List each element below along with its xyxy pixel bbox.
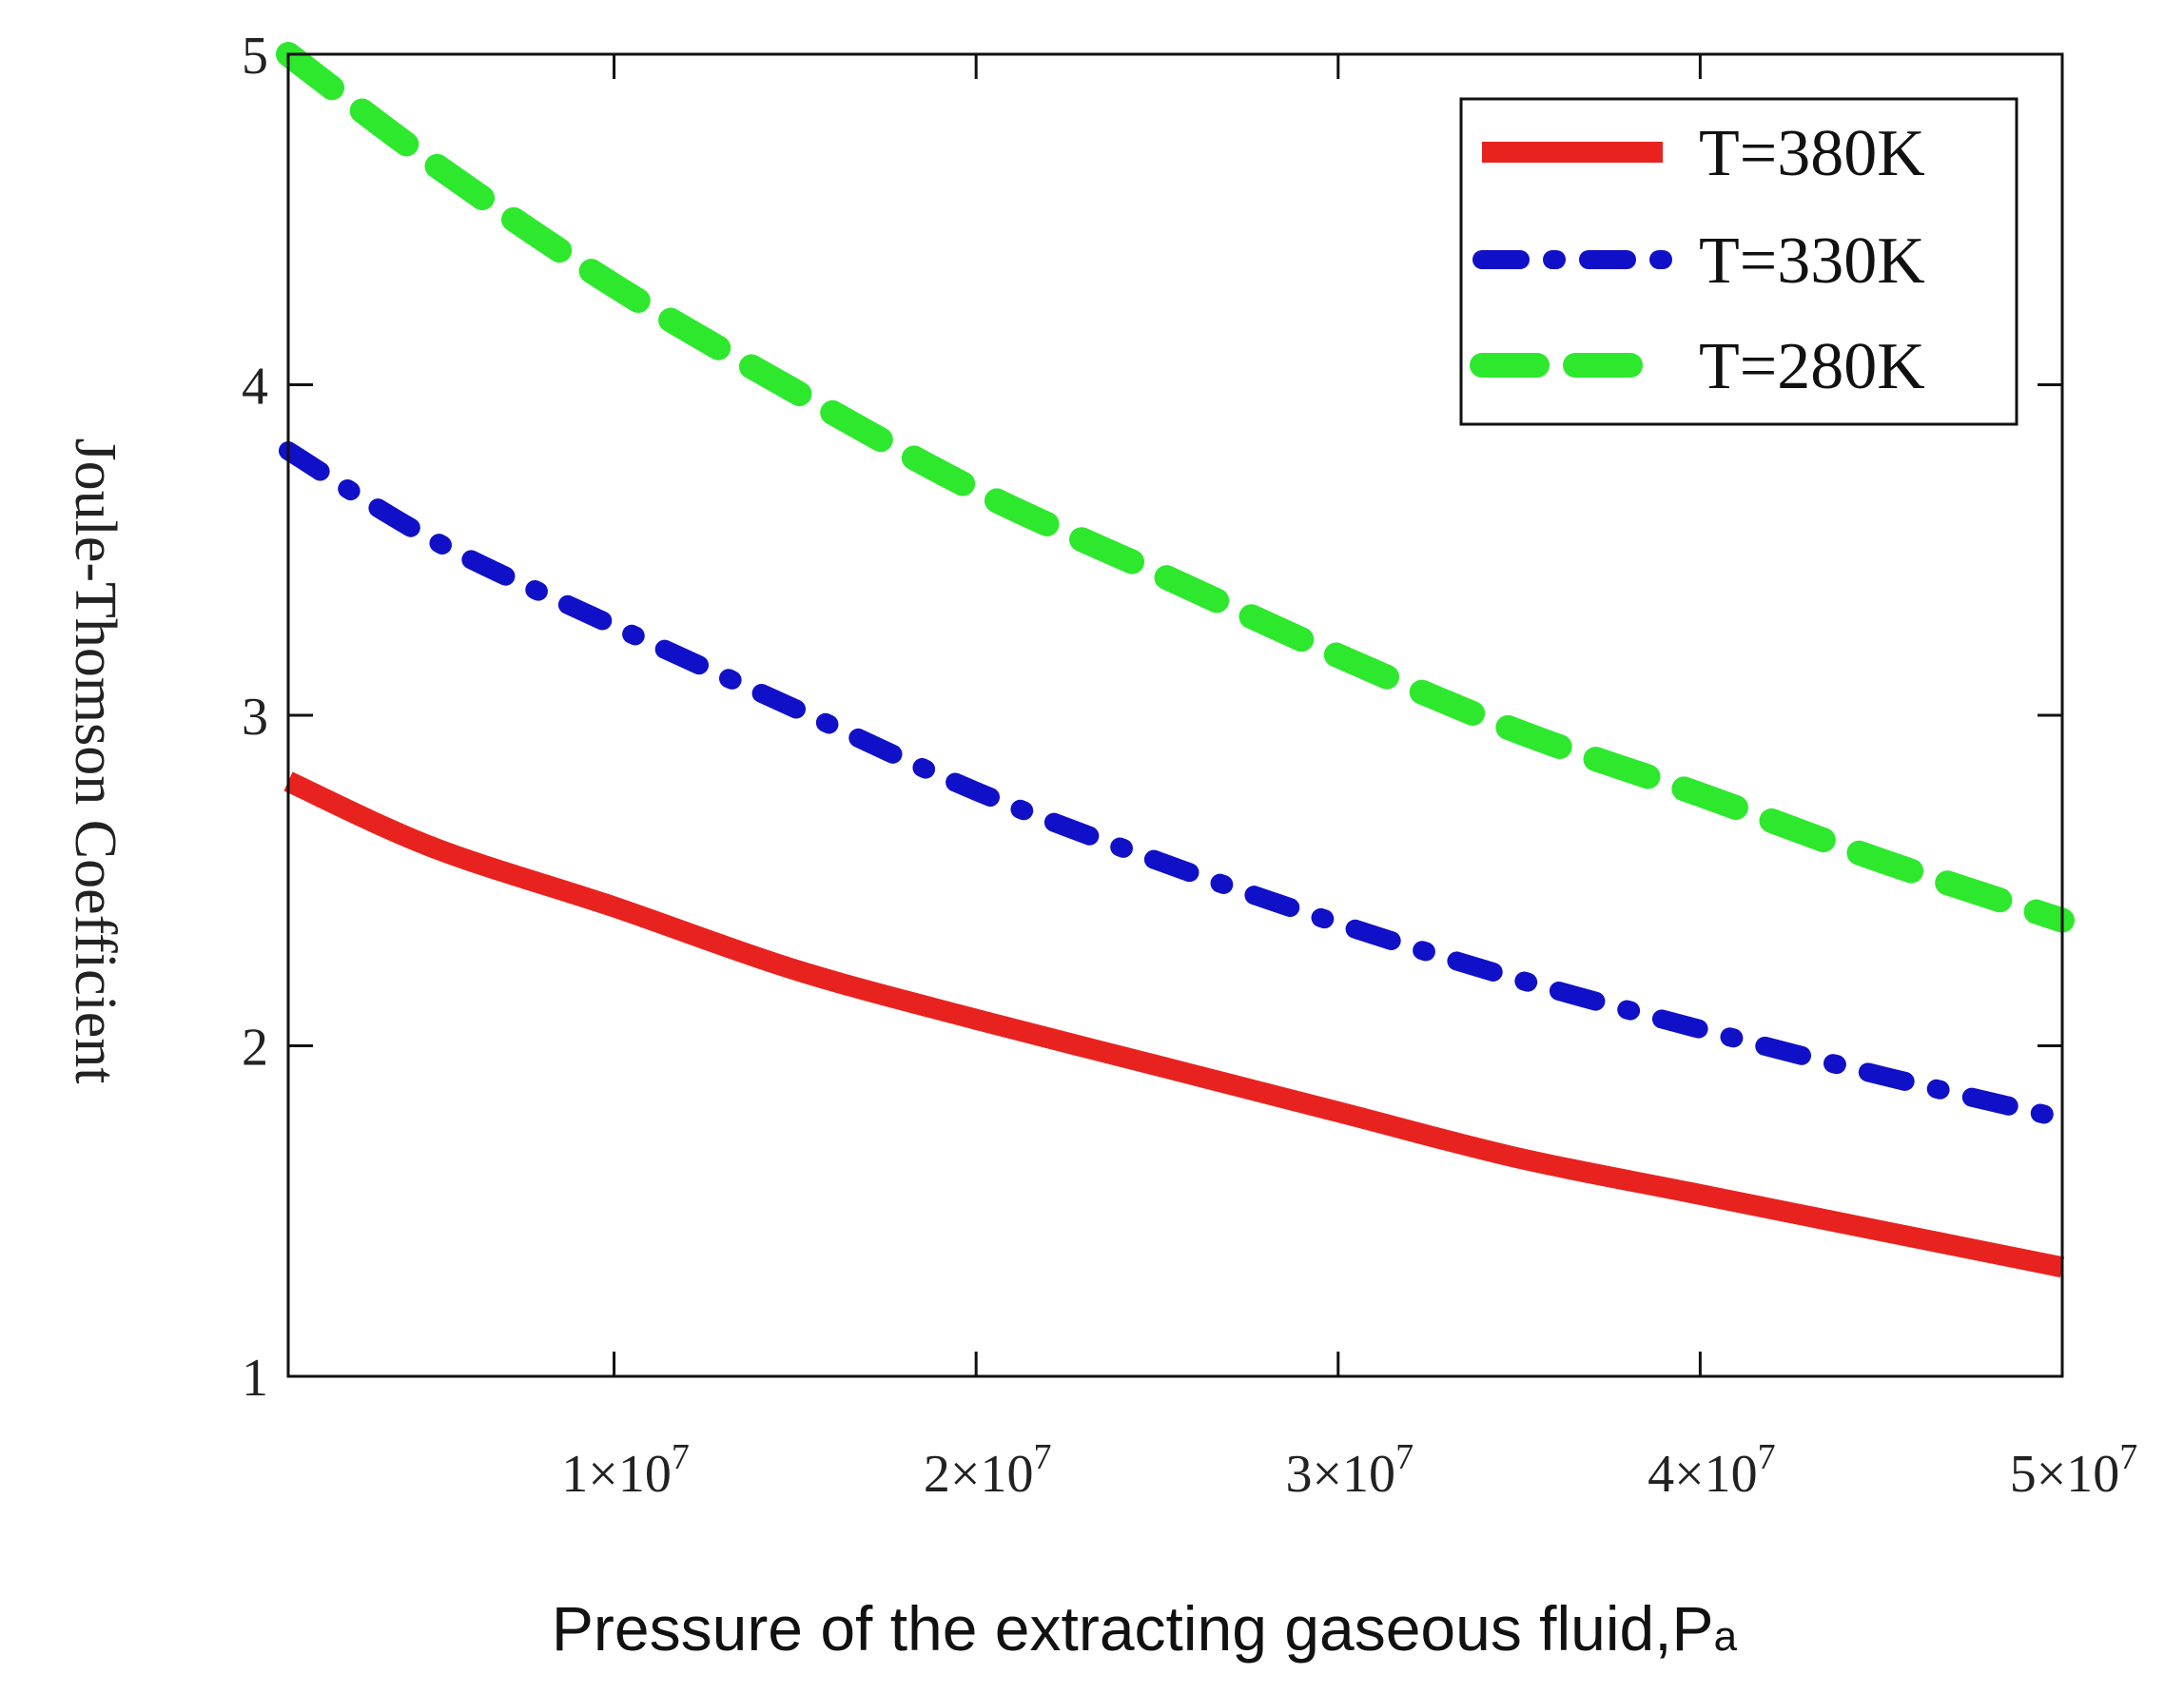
x-tick-label: 2×107: [924, 1437, 1052, 1504]
series-line-t-330k: [279, 441, 2072, 1128]
y-tick-label: 1: [242, 1349, 268, 1408]
x-tick-label-mantissa: 4×10: [1648, 1445, 1758, 1504]
x-tick-label-exponent: 7: [2119, 1437, 2137, 1477]
y-tick-label: 4: [242, 358, 268, 417]
x-axis-label-main: Pressure of the extracting gaseous fluid…: [552, 1593, 1714, 1664]
y-axis-label: Joule-Thomson Coefficient: [63, 438, 127, 1083]
x-tick-label-mantissa: 2×10: [924, 1445, 1034, 1504]
x-tick-label-exponent: 7: [1033, 1437, 1051, 1477]
y-tick-label: 2: [242, 1019, 268, 1078]
y-tick-label: 5: [242, 27, 268, 86]
series-line-t-280k: [276, 42, 2075, 933]
x-axis-label-subscript: a: [1714, 1613, 1738, 1660]
x-axis-label: Pressure of the extracting gaseous fluid…: [552, 1593, 1738, 1664]
x-tick-label-mantissa: 5×10: [2010, 1445, 2120, 1504]
x-tick-label-exponent: 7: [1758, 1437, 1776, 1477]
legend: T=380K T=330K T=280K: [1459, 97, 2018, 426]
x-tick-label: 3×107: [1285, 1437, 1414, 1504]
y-tick-label: 3: [242, 688, 268, 747]
x-tick-label: 4×107: [1648, 1437, 1776, 1504]
legend-label-t-280k: T=280K: [1699, 330, 1925, 403]
x-tick-label-mantissa: 1×10: [561, 1445, 672, 1504]
x-tick-label-mantissa: 3×10: [1285, 1445, 1395, 1504]
x-tick-label: 5×107: [2010, 1437, 2138, 1504]
x-tick-label-exponent: 7: [672, 1437, 690, 1477]
x-tick-label: 1×107: [561, 1437, 690, 1504]
legend-label-t-330k: T=330K: [1699, 224, 1925, 298]
legend-label-t-380k: T=380K: [1699, 117, 1925, 190]
x-tick-label-exponent: 7: [1395, 1437, 1414, 1477]
series-line-t-380k: [283, 771, 2065, 1278]
plot-area: [276, 42, 2075, 1278]
